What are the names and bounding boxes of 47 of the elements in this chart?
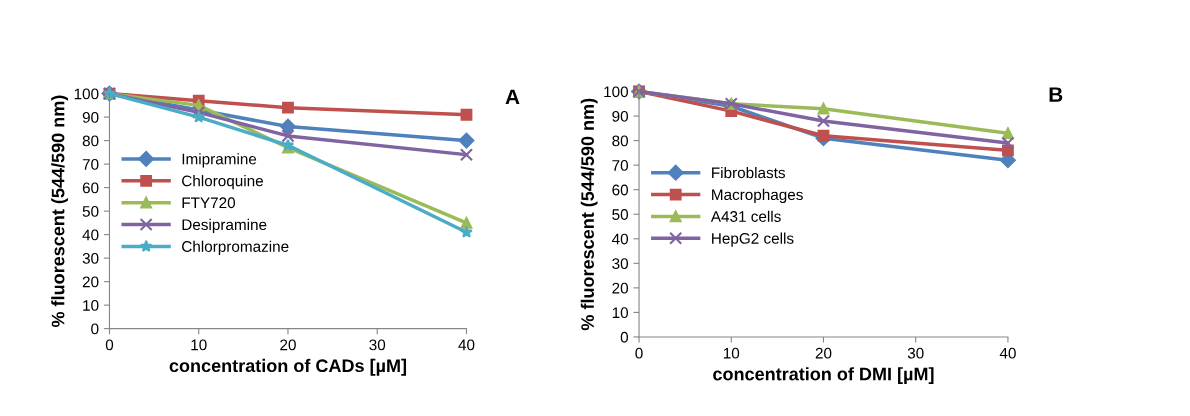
legend-label: Desipramine bbox=[182, 218, 267, 234]
y-tick-label: 0 bbox=[91, 323, 99, 335]
x-tick-label: 10 bbox=[191, 339, 207, 351]
y-tick-label: 40 bbox=[611, 233, 629, 245]
y-tick-label: 100 bbox=[604, 86, 629, 98]
y-tick-label: 70 bbox=[612, 160, 629, 171]
x-tick-label: 20 bbox=[280, 339, 296, 351]
text: B bbox=[1049, 87, 1063, 102]
x-tick-label: 10 bbox=[723, 347, 740, 359]
y-tick-label: 50 bbox=[82, 205, 99, 217]
x-tick-label: 0 bbox=[105, 339, 114, 351]
y-tick-label: 20 bbox=[612, 282, 629, 294]
x-tick-label: 30 bbox=[907, 347, 924, 359]
y-tick-label: 0 bbox=[620, 331, 629, 343]
legend-label: Chlorpromazine bbox=[182, 240, 289, 255]
legend-label: FTY720 bbox=[182, 197, 236, 209]
legend-label: Chloroquine bbox=[182, 175, 263, 190]
x-tick-label: 30 bbox=[369, 339, 386, 351]
legend-label: Macrophages bbox=[712, 188, 803, 204]
y-tick-label: 10 bbox=[83, 300, 99, 311]
y-tick-label: 90 bbox=[82, 111, 99, 123]
y-axis-title: % fluorescent (544/590 nm) bbox=[51, 95, 69, 328]
y-tick-label: 80 bbox=[612, 135, 629, 147]
y-tick-label: 60 bbox=[82, 182, 99, 194]
x-tick-label: 40 bbox=[458, 339, 475, 351]
x-axis-title: concentration of DMI [µM] bbox=[713, 367, 934, 385]
text: A bbox=[505, 89, 520, 104]
y-tick-label: 80 bbox=[82, 135, 99, 147]
y-axis-title: % fluorescent (544/590 nm) bbox=[580, 98, 598, 331]
y-tick-label: 20 bbox=[82, 276, 99, 288]
legend-label: A431 cells bbox=[710, 210, 781, 222]
y-tick-label: 90 bbox=[612, 110, 629, 122]
y-tick-label: 100 bbox=[74, 88, 99, 100]
legend-label: HepG2 cells bbox=[712, 232, 794, 247]
y-tick-label: 40 bbox=[82, 229, 99, 241]
x-axis-title: concentration of CADs [µM] bbox=[169, 358, 407, 376]
y-tick-label: 50 bbox=[612, 209, 629, 220]
x-tick-label: 20 bbox=[815, 347, 832, 359]
y-tick-label: 10 bbox=[612, 307, 629, 319]
y-tick-label: 30 bbox=[612, 258, 629, 270]
legend-label: Fibroblasts bbox=[712, 166, 785, 179]
y-tick-label: 60 bbox=[612, 184, 629, 196]
legend-label: Imipramine bbox=[182, 153, 257, 168]
x-tick-label: 0 bbox=[635, 347, 643, 359]
y-tick-label: 30 bbox=[82, 253, 99, 264]
y-tick-label: 70 bbox=[82, 158, 99, 170]
x-tick-label: 40 bbox=[999, 347, 1016, 359]
